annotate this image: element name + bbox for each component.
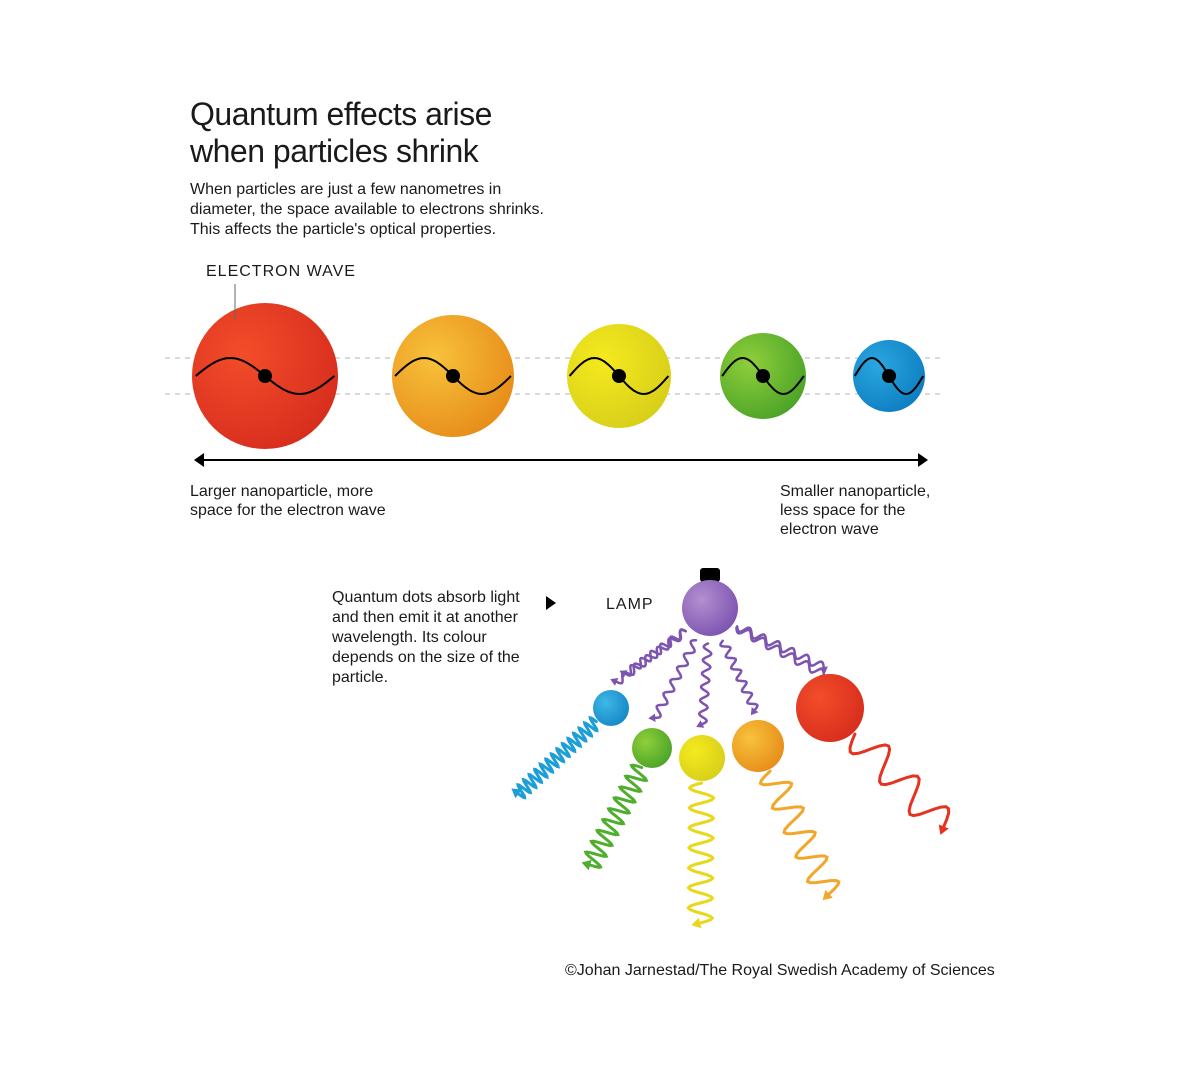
infographic: { "type": "infographic", "background_col… (0, 0, 1200, 1088)
diagram-canvas (0, 0, 1200, 1088)
